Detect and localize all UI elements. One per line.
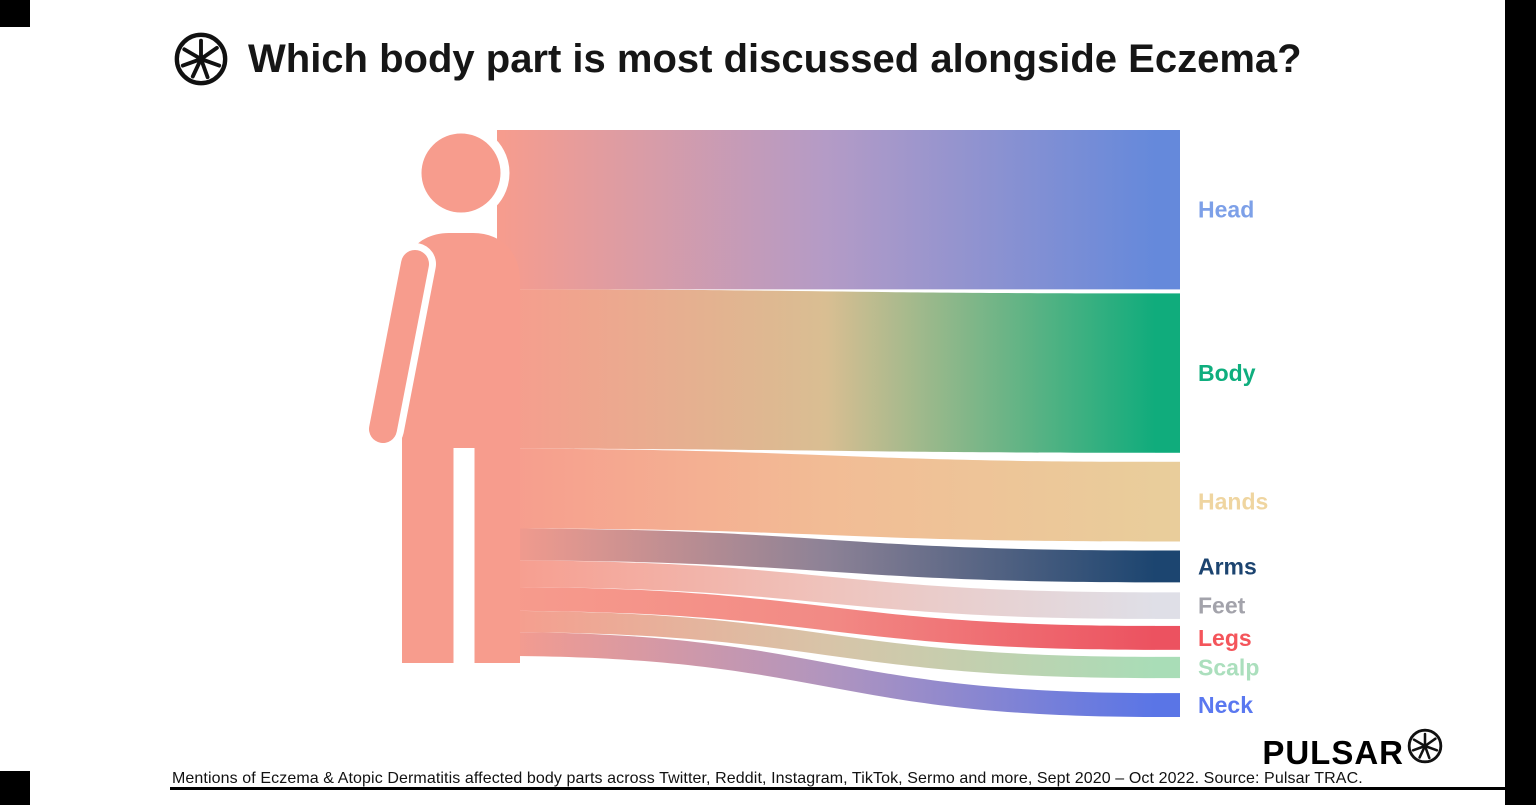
sankey-flows — [497, 130, 1155, 717]
flow-label-neck: Neck — [1198, 692, 1253, 718]
flow-label-body: Body — [1198, 360, 1256, 386]
flow-scalp — [497, 610, 1155, 679]
letterbox-right — [1505, 0, 1536, 805]
flow-arms — [497, 528, 1155, 583]
sankey-bars — [1155, 130, 1180, 717]
flow-label-legs: Legs — [1198, 625, 1252, 651]
flow-head — [497, 130, 1155, 290]
flow-legs — [497, 586, 1155, 650]
flow-neck — [497, 632, 1155, 717]
bar-neck — [1155, 693, 1180, 717]
page-title: Which body part is most discussed alongs… — [248, 36, 1302, 81]
header: Which body part is most discussed alongs… — [172, 28, 1302, 90]
flow-label-scalp: Scalp — [1198, 654, 1259, 680]
bar-arms — [1155, 550, 1180, 583]
bar-legs — [1155, 625, 1180, 650]
brand-logo: PULSAR — [1262, 728, 1444, 775]
bar-head — [1155, 130, 1180, 290]
flow-label-feet: Feet — [1198, 593, 1246, 619]
pulsar-starburst-icon — [1407, 728, 1443, 764]
body-silhouette — [362, 124, 520, 663]
flow-label-arms: Arms — [1198, 553, 1257, 579]
bar-scalp — [1155, 656, 1180, 679]
figure-arm — [369, 250, 429, 443]
sankey-labels: Head Body Hands Arms Feet Legs Scalp Neck — [1198, 197, 1268, 718]
flow-hands — [497, 448, 1155, 542]
flow-body — [497, 289, 1155, 453]
letterbox-bottom-left — [0, 771, 30, 805]
flow-label-hands: Hands — [1198, 489, 1268, 515]
flow-label-head: Head — [1198, 197, 1254, 223]
flow-feet — [497, 560, 1155, 619]
figure-leg-gap — [453, 448, 475, 663]
bar-feet — [1155, 592, 1180, 619]
letterbox-top-left — [0, 0, 30, 27]
figure-head — [412, 124, 510, 222]
footer-divider — [170, 787, 1505, 790]
pulsar-starburst-icon — [174, 32, 228, 86]
brand-wordmark: PULSAR — [1262, 734, 1404, 771]
bar-hands — [1155, 461, 1180, 542]
chart-caption: Mentions of Eczema & Atopic Dermatitis a… — [172, 770, 1363, 787]
bar-body — [1155, 293, 1180, 453]
